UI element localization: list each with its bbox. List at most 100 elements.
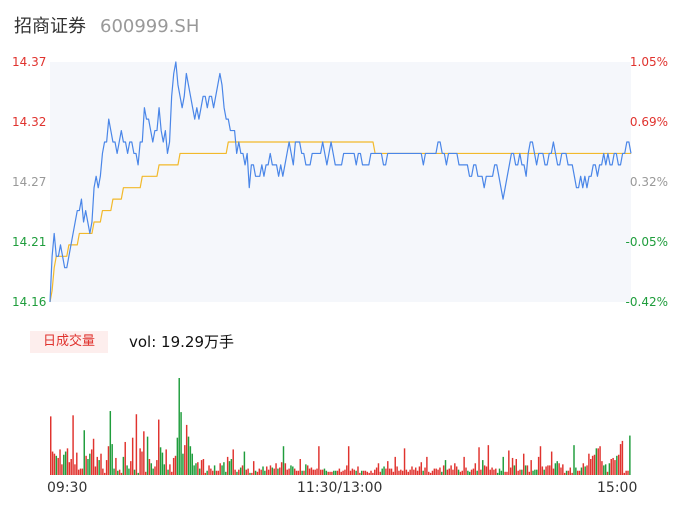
volume-bar — [504, 471, 506, 475]
volume-bar — [90, 449, 93, 475]
volume-bar — [271, 467, 274, 475]
volume-bar — [599, 446, 601, 475]
volume-bar — [85, 455, 87, 475]
volume-bar — [135, 414, 138, 475]
volume-bar — [215, 470, 218, 475]
volume-bar — [185, 424, 188, 475]
volume-bar — [446, 469, 449, 475]
volume-bar — [51, 451, 54, 475]
volume-bar — [321, 469, 324, 475]
volume-bar — [104, 472, 106, 475]
volume-bar — [433, 468, 436, 475]
volume-bar — [563, 472, 566, 475]
volume-bar — [437, 469, 439, 475]
volume-bar — [357, 466, 359, 475]
volume-bar — [329, 471, 331, 475]
volume-bar — [163, 464, 166, 475]
volume-bar — [519, 469, 521, 475]
stock-code: 600999.SH — [100, 16, 200, 37]
volume-bar — [77, 469, 80, 475]
volume-bar — [610, 459, 612, 475]
volume-bar — [213, 465, 216, 475]
volume-bar — [200, 460, 203, 475]
volume-bar — [588, 453, 590, 475]
volume-bar — [428, 471, 430, 475]
volume-bar — [156, 460, 158, 475]
volume-bar — [158, 419, 160, 475]
volume-bar — [584, 466, 586, 475]
volume-bar — [614, 460, 616, 475]
volume-bar — [290, 465, 292, 475]
volume-bar — [308, 468, 311, 475]
volume-bar — [96, 456, 99, 475]
volume-bar — [543, 469, 545, 475]
volume-bar — [102, 468, 104, 475]
volume-bar — [603, 465, 605, 475]
volume-bar — [545, 466, 547, 475]
volume-bar — [72, 415, 74, 475]
volume-bar — [435, 468, 437, 475]
volume-bar — [221, 465, 223, 475]
volume-bar — [571, 472, 573, 475]
volume-bar — [292, 466, 294, 475]
volume-bar — [439, 467, 441, 475]
volume-bar — [100, 453, 102, 475]
volume-bar — [299, 459, 301, 475]
volume-bar — [407, 471, 409, 475]
volume-bar — [623, 472, 626, 475]
volume-bar — [109, 411, 112, 475]
volume-bar — [621, 440, 624, 475]
volume-bar — [601, 461, 603, 475]
volume-bar — [454, 463, 456, 475]
volume-bar — [288, 468, 290, 475]
volume-bar — [580, 467, 583, 475]
volume-bar — [167, 469, 169, 475]
volume-bar — [522, 453, 525, 475]
volume-bar — [124, 441, 126, 475]
y-right-tick-2: 0.32% — [629, 175, 668, 189]
volume-bar — [316, 468, 318, 475]
volume-bar — [55, 455, 58, 475]
volume-bar — [349, 470, 352, 475]
volume-bar — [351, 468, 354, 475]
volume-bar — [411, 466, 413, 475]
volume-bar — [340, 471, 342, 475]
volume-bar — [202, 459, 205, 475]
volume-bar — [53, 453, 56, 475]
volume-bar — [243, 451, 246, 475]
volume-bar — [398, 470, 400, 475]
volume-bar — [70, 459, 72, 475]
volume-bar — [487, 445, 490, 475]
volume-bar — [429, 472, 432, 475]
volume-bar — [176, 437, 179, 475]
volume-bar — [375, 467, 378, 475]
y-right-tick-4: -0.42% — [625, 295, 668, 309]
volume-bar — [310, 467, 313, 475]
volume-bar — [295, 470, 298, 475]
volume-bar — [478, 447, 480, 475]
volume-bar — [541, 466, 544, 475]
y-right-tick-0: 1.05% — [629, 55, 668, 69]
price-area-bg — [50, 62, 631, 302]
volume-bar — [64, 451, 67, 475]
volume-bar — [379, 471, 382, 475]
volume-bar — [606, 471, 609, 475]
volume-bar — [565, 470, 568, 475]
volume-bar — [547, 465, 549, 475]
volume-bar — [320, 469, 322, 475]
volume-bar — [89, 453, 91, 475]
volume-bar — [387, 461, 389, 475]
volume-bar — [366, 471, 369, 475]
volume-bar — [558, 463, 560, 475]
volume-bar — [420, 462, 423, 475]
volume-bar — [204, 472, 207, 475]
volume-bar — [208, 465, 210, 475]
volume-bar — [169, 464, 171, 475]
volume-bar — [133, 469, 136, 475]
volume-bar — [444, 460, 447, 475]
volume-bar — [264, 470, 266, 475]
volume-bar — [500, 470, 503, 475]
volume-bar — [629, 435, 631, 475]
volume-bar — [590, 459, 592, 475]
volume-bar — [74, 464, 76, 475]
